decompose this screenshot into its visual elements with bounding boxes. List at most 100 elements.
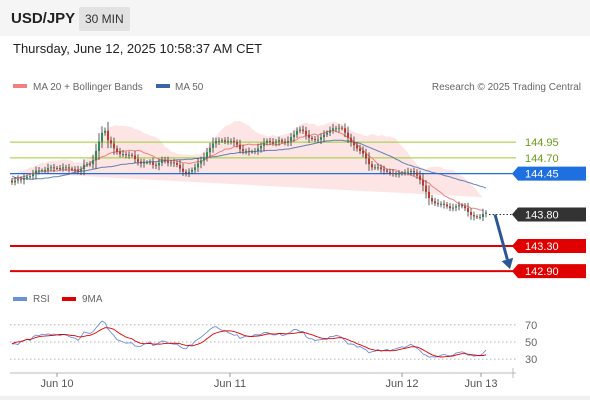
level-labels: 144.95 144.70 144.45 143.80 143.30 142.90 [512, 137, 586, 279]
rsi-tick-label: 50 [525, 337, 537, 349]
ma20-swatch [13, 84, 27, 88]
candle [206, 147, 208, 162]
candle [215, 137, 217, 148]
candle [224, 137, 226, 145]
rsi-tick-label: 70 [525, 320, 537, 332]
candle [434, 197, 436, 207]
candle [26, 174, 28, 181]
pivot-label: 144.45 [512, 166, 586, 181]
candle [290, 133, 292, 146]
resistance-label: 144.95 [525, 137, 559, 149]
candle [428, 185, 430, 206]
candle [191, 167, 193, 175]
candle [251, 149, 253, 154]
candle [41, 168, 43, 173]
candle [311, 135, 313, 142]
candle [245, 148, 247, 155]
timeframe-button[interactable]: 30 MIN [79, 7, 130, 31]
candle [305, 126, 307, 140]
candle [284, 138, 286, 146]
candle [218, 137, 220, 145]
bottom-strip [0, 396, 590, 400]
price-levels [10, 141, 516, 273]
ma50-swatch [156, 84, 170, 88]
candle [368, 152, 370, 171]
candle [239, 139, 241, 154]
candle [38, 166, 40, 175]
candle [167, 156, 169, 167]
candle [392, 168, 394, 177]
candle [128, 151, 130, 159]
ma9-line [11, 327, 487, 358]
candle [44, 166, 46, 173]
candle [77, 165, 79, 175]
candle [131, 152, 133, 158]
candle [326, 130, 328, 138]
candle [65, 164, 67, 171]
datetime-stamp: Thursday, June 12, 2025 10:58:37 AM CET [13, 41, 263, 56]
candle [173, 158, 175, 167]
candle [227, 136, 229, 145]
candle [53, 163, 55, 172]
candle [89, 161, 91, 167]
candle [419, 170, 421, 185]
candle [155, 162, 157, 169]
credit-text: Research © 2025 Trading Central [432, 82, 581, 93]
candle [410, 168, 412, 176]
candle [107, 121, 109, 149]
candle [278, 136, 280, 146]
candle [443, 200, 445, 209]
candle [275, 139, 277, 147]
candle [338, 124, 340, 133]
candle [35, 166, 37, 180]
candle [200, 156, 202, 169]
bollinger-band-area [12, 120, 483, 198]
rsi-tick-label: 30 [525, 354, 537, 366]
candle [398, 170, 400, 178]
candle [68, 163, 70, 173]
candle [374, 164, 376, 170]
svg-text:143.30: 143.30 [525, 241, 559, 253]
candle [389, 168, 391, 176]
candle [17, 175, 19, 184]
candle [80, 166, 82, 176]
candle [137, 154, 139, 166]
candle [83, 159, 85, 176]
candle [116, 145, 118, 155]
candle [242, 144, 244, 155]
candle [170, 159, 172, 167]
candle [209, 142, 211, 157]
candle [50, 164, 52, 172]
candle [323, 130, 325, 142]
candle [455, 203, 457, 212]
candle [179, 160, 181, 173]
candle [335, 125, 337, 132]
symbol-title: USD/JPY [11, 10, 76, 27]
candle [479, 214, 481, 220]
candle [473, 211, 475, 221]
candle [440, 201, 442, 208]
candle [272, 138, 274, 146]
candle [341, 125, 343, 131]
ma20-legend-label: MA 20 + Bollinger Bands [33, 82, 143, 93]
candle [380, 164, 382, 174]
x-tick-label: Jun 12 [385, 378, 418, 390]
candle [467, 202, 469, 217]
candle [314, 136, 316, 143]
candle [458, 201, 460, 211]
candle [299, 126, 301, 134]
candle [317, 135, 319, 143]
candle [422, 173, 424, 192]
candle [197, 158, 199, 172]
last-label: 143.80 [512, 207, 586, 222]
candle [203, 152, 205, 166]
candle [212, 137, 214, 153]
candle [236, 139, 238, 148]
candle [263, 138, 265, 152]
candle [98, 133, 100, 160]
candle [104, 127, 106, 136]
candle [149, 159, 151, 165]
support-label: 143.30 [512, 238, 586, 253]
candle [122, 150, 124, 158]
